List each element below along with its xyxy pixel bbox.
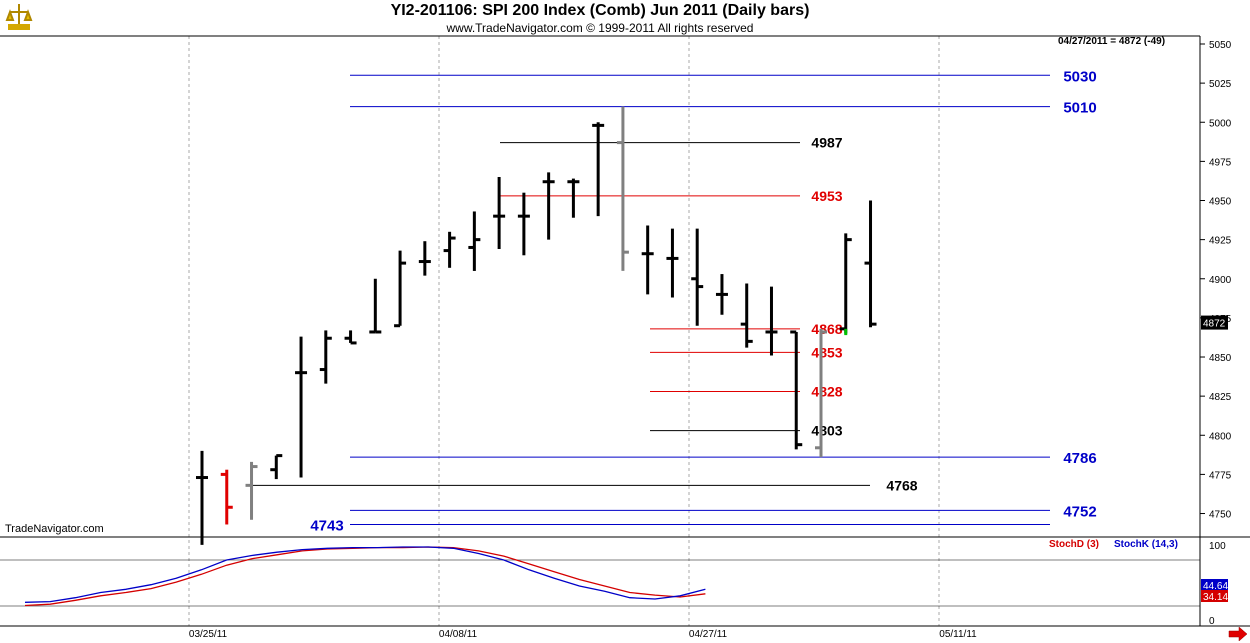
ohlc-bar [319,330,332,384]
ohlc-bar [790,330,803,450]
ohlc-bar [815,328,827,458]
ohlc-bar [369,278,382,334]
price-readout: 04/27/2011 = 4872 (-49) [1058,36,1166,47]
ohlc-bar [740,283,753,348]
stoch-scale-0: 0 [1209,616,1215,627]
stochd-legend: StochD (3) [1049,539,1099,550]
stoch-scale-100: 100 [1209,541,1226,552]
chart-subtitle: www.TradeNavigator.com © 1999-2011 All r… [446,21,754,35]
price-tick-label: 5025 [1209,79,1232,90]
price-tick-label: 4800 [1209,431,1232,442]
level-label-4953: 4953 [811,188,842,204]
price-levels: 5030 5010 4987 4953 4868 4853 4828 4803 4786 4768… [250,68,1097,534]
price-tick-label: 5050 [1209,40,1232,51]
ohlc-bar [765,286,778,356]
level-label-5030: 5030 [1063,68,1096,85]
ohlc-bar [616,106,629,271]
ohlc-bar [443,231,456,268]
stochk-line [24,546,706,603]
price-tick-label: 4950 [1209,197,1232,208]
level-label-4803: 4803 [811,423,842,439]
ohlc-bar [567,178,580,218]
ohlc-bars [196,106,877,545]
price-tick-label: 4825 [1209,392,1232,403]
ohlc-bar [245,461,258,520]
level-label-4853: 4853 [811,344,842,360]
level-label-4786: 4786 [1063,450,1096,467]
chart-title: YI2-201106: SPI 200 Index (Comb) Jun 201… [390,2,810,19]
ohlc-bar [493,177,506,250]
ohlc-bar [468,211,481,271]
date-tick-label: 03/25/11 [189,629,228,640]
ohlc-bar [418,241,431,276]
level-label-4868: 4868 [811,321,842,337]
stochd-line [24,546,706,607]
ohlc-bar [864,200,877,328]
ohlc-bar [592,122,605,217]
ohlc-bar [691,228,704,326]
price-tick-label: 4775 [1209,470,1232,481]
stochd-value: 34.14 [1203,592,1228,603]
level-label-4752: 4752 [1063,503,1096,520]
level-label-4828: 4828 [811,383,842,399]
date-tick-label: 04/27/11 [689,629,728,640]
ohlc-bar [715,274,728,315]
ohlc-bar [641,225,654,295]
level-label-4743: 4743 [310,517,343,534]
stochk-legend: StochK (14,3) [1114,539,1178,550]
ohlc-bar [666,228,679,298]
level-label-5010: 5010 [1063,100,1096,117]
credit-text: TradeNavigator.com [5,523,104,535]
ohlc-bar [542,172,555,240]
date-axis: 03/25/11 04/08/11 04/27/11 05/11/11 [189,629,977,640]
level-label-4987: 4987 [811,135,842,151]
stochk-value-box [1201,579,1228,591]
price-axis: 4750477548004825485048754900492549504975… [1200,40,1232,521]
ohlc-bar [344,330,357,345]
ohlc-bar [196,450,208,545]
chart-frame [0,35,1250,627]
price-tick-label: 5000 [1209,118,1232,129]
price-tick-label: 4975 [1209,157,1232,168]
ohlc-bar [394,250,407,328]
last-price-box [1201,315,1228,330]
stochd-value-box [1201,590,1228,602]
price-tick-label: 4925 [1209,236,1232,247]
scroll-right-arrow-icon[interactable] [1228,627,1248,641]
ohlc-bar [839,233,852,334]
last-price-label: 4872 [1203,319,1226,330]
ohlc-bar [220,469,233,525]
stochk-value: 44.64 [1203,581,1228,592]
level-label-4768: 4768 [886,477,917,493]
price-tick-label: 4900 [1209,275,1232,286]
price-tick-label: 4750 [1209,510,1232,521]
tradenavigator-logo-icon [5,4,33,30]
ohlc-bar [517,192,530,256]
gridlines [188,36,940,626]
date-tick-label: 04/08/11 [439,629,478,640]
date-tick-label: 05/11/11 [939,629,977,640]
ohlc-bar [270,454,283,480]
price-tick-label: 4850 [1209,353,1232,364]
ohlc-bar [295,336,308,478]
